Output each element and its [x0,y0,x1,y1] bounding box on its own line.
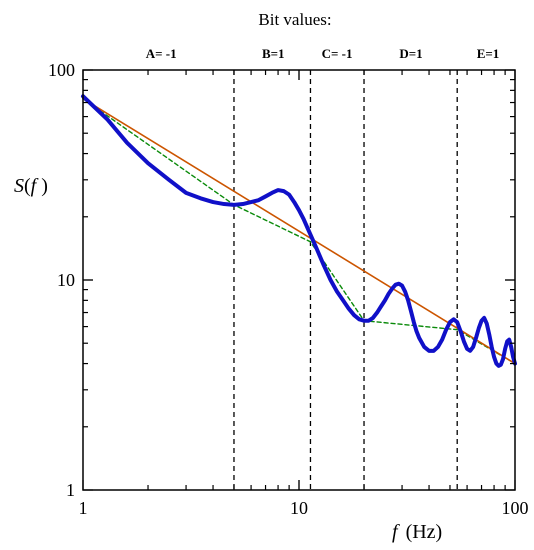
x-axis-label: f (Hz) [392,521,442,543]
x-tick-label: 1 [79,498,88,518]
axis-ticks [82,69,516,491]
chart-title: Bit values: [258,10,331,29]
x-tick-label: 10 [290,498,308,518]
bit-label: E=1 [477,46,500,61]
bit-label: D=1 [399,46,422,61]
y-axis-label: S(f ) [14,175,48,197]
series-line-thick-blue [81,94,517,368]
bit-label: C= -1 [322,46,353,61]
x-axis-label-unit: (Hz) [406,521,443,543]
bit-labels: A= -1 B=1 C= -1 D=1 E=1 [146,46,500,61]
series-line-thin-orange [82,97,516,365]
bit-label: A= -1 [146,46,177,61]
series-line-dashed-green [82,97,516,365]
x-tick-label: 100 [502,498,529,518]
x-axis-label-var: f [392,521,400,543]
y-tick-label: 100 [48,60,75,80]
plot-area [81,70,517,490]
bit-label: B=1 [262,46,285,61]
y-tick-label: 1 [66,480,75,500]
axis-tick-labels: 1 10 100 1 10 100 [48,60,529,518]
y-tick-label: 10 [57,270,75,290]
plot-frame [82,69,516,491]
